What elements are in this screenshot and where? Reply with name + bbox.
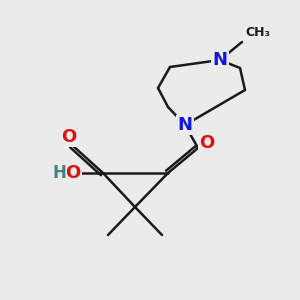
Text: O: O — [61, 128, 76, 146]
Text: O: O — [65, 164, 81, 182]
Text: N: N — [178, 116, 193, 134]
Text: N: N — [212, 51, 227, 69]
Text: N: N — [178, 116, 193, 134]
Text: CH₃: CH₃ — [245, 26, 270, 39]
Text: H: H — [52, 164, 66, 182]
Text: O: O — [200, 134, 214, 152]
